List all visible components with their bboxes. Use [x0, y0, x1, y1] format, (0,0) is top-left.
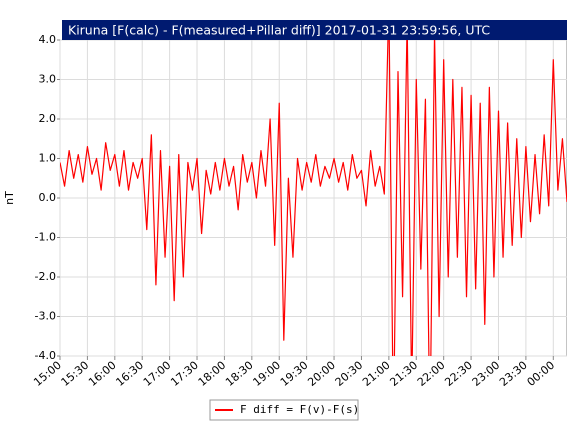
y-tick-label: -1.0: [35, 231, 56, 244]
y-tick-label: -3.0: [35, 310, 56, 323]
x-tick-label: 00:00: [525, 359, 558, 389]
x-tick-label: 15:30: [59, 359, 92, 389]
x-tick-label: 22:30: [442, 359, 475, 389]
y-tick-label: 4.0: [39, 33, 57, 46]
x-tick-label: 20:30: [333, 359, 366, 389]
legend-box: [209, 399, 359, 421]
y-axis-label: nT: [3, 191, 16, 205]
x-tick-label: 16:00: [86, 359, 119, 389]
y-tick-label: -2.0: [35, 270, 56, 283]
y-tick-label: 1.0: [39, 152, 57, 165]
x-tick-label: 23:30: [497, 359, 530, 389]
plot: [60, 40, 567, 356]
x-tick-label: 22:00: [415, 359, 448, 389]
data-line: [60, 40, 567, 356]
x-tick-label: 21:30: [387, 359, 420, 389]
legend-label: F diff = F(v)-F(s): [240, 403, 359, 416]
legend: F diff = F(v)-F(s): [209, 399, 359, 421]
y-tick-label: -4.0: [35, 349, 56, 362]
x-tick-label: 17:30: [168, 359, 201, 389]
y-tick-label: 2.0: [39, 112, 57, 125]
x-tick-label: 23:00: [470, 359, 503, 389]
x-tick-label: 18:00: [196, 359, 229, 389]
x-tick-label: 17:00: [141, 359, 174, 389]
x-tick-label: 19:00: [250, 359, 283, 389]
chart-title: Kiruna [F(calc) - F(measured+Pillar diff…: [68, 23, 490, 38]
y-tick-label: 3.0: [39, 73, 57, 86]
x-tick-label: 16:30: [113, 359, 146, 389]
x-tick-label: 21:00: [360, 359, 393, 389]
x-tick-label: 19:30: [278, 359, 311, 389]
x-tick-label: 20:00: [305, 359, 338, 389]
x-tick-label: 18:30: [223, 359, 256, 389]
y-tick-label: 0.0: [39, 191, 57, 204]
title-bar: [62, 20, 567, 40]
x-tick-label: 15:00: [31, 359, 64, 389]
